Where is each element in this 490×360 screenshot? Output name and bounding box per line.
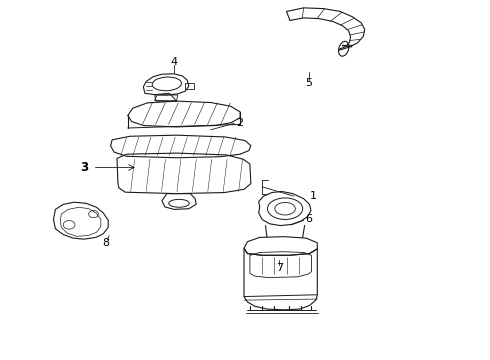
- Text: 4: 4: [171, 57, 178, 67]
- Text: 7: 7: [276, 263, 283, 273]
- Text: 2: 2: [237, 118, 244, 128]
- Text: 8: 8: [102, 238, 109, 248]
- Text: 1: 1: [310, 191, 317, 201]
- Text: 5: 5: [305, 78, 312, 88]
- Text: 6: 6: [305, 215, 312, 224]
- Text: 3: 3: [80, 161, 88, 174]
